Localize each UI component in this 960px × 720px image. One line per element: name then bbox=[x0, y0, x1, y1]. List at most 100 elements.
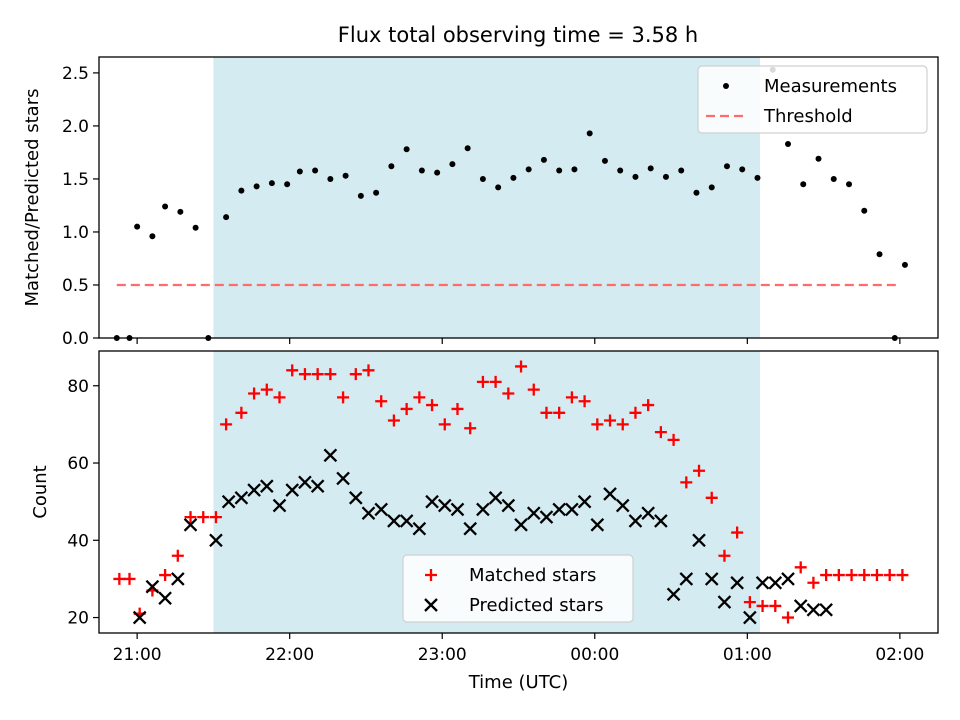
measurement-point bbox=[449, 161, 456, 168]
measurement-point bbox=[388, 163, 395, 170]
measurement-point bbox=[327, 175, 334, 182]
matched-star-point bbox=[858, 569, 871, 582]
measurement-point bbox=[830, 175, 837, 182]
x-tick-label: 22:00 bbox=[265, 645, 314, 665]
predicted-star-point bbox=[145, 579, 160, 594]
measurement-point bbox=[617, 167, 624, 174]
measurement-point bbox=[434, 169, 441, 176]
measurement-point bbox=[253, 183, 260, 190]
measurement-point bbox=[800, 181, 807, 188]
measurement-point bbox=[901, 261, 908, 268]
measurement-point bbox=[479, 175, 486, 182]
measurement-point bbox=[403, 146, 410, 153]
matched-star-point bbox=[820, 569, 833, 582]
matched-star-point bbox=[540, 406, 553, 419]
predicted-star-point bbox=[272, 498, 287, 513]
measurement-point bbox=[632, 173, 639, 180]
matched-star-point bbox=[375, 395, 388, 408]
predicted-star-point bbox=[348, 490, 363, 505]
x-tick-label: 01:00 bbox=[723, 645, 772, 665]
bottom-panel: 20 40 60 80 21:00 22:00 23:00 00:00 01:00 02:00 Co… bbox=[30, 350, 939, 693]
matched-star-point bbox=[769, 599, 782, 612]
matched-star-point bbox=[387, 414, 400, 427]
predicted-star-point bbox=[692, 533, 706, 548]
predicted-star-point bbox=[209, 533, 223, 548]
measurement-point bbox=[708, 184, 715, 191]
predicted-star-point bbox=[768, 575, 783, 590]
measurement-point bbox=[149, 233, 156, 240]
y-tick-label: 40 bbox=[67, 531, 89, 551]
x-tick-label: 21:00 bbox=[113, 645, 162, 665]
predicted-star-point bbox=[793, 599, 808, 613]
measurement-point bbox=[556, 167, 563, 174]
axes-frame bbox=[98, 56, 939, 339]
matched-star-point bbox=[197, 511, 210, 524]
matched-star-point bbox=[260, 383, 273, 396]
matched-star-point bbox=[413, 391, 426, 404]
measurement-point bbox=[678, 167, 685, 174]
x-tick-label: 00:00 bbox=[570, 645, 619, 665]
matched-star-point bbox=[794, 561, 807, 574]
x-axis-label: Time (UTC) bbox=[468, 672, 569, 693]
matched-star-point bbox=[400, 402, 413, 415]
y-axis-label: Count bbox=[30, 465, 51, 518]
predicted-star-point bbox=[730, 575, 744, 590]
matched-star-point bbox=[113, 572, 126, 585]
predicted-star-point bbox=[387, 514, 401, 528]
predicted-star-point bbox=[781, 572, 795, 586]
predicted-star-point bbox=[717, 595, 732, 609]
matched-star-point bbox=[171, 549, 184, 562]
predicted-star-point bbox=[336, 471, 350, 486]
matched-star-point bbox=[705, 491, 718, 504]
measurement-point bbox=[739, 166, 746, 173]
observing-window-shade bbox=[213, 57, 761, 338]
measurement-point bbox=[357, 192, 364, 199]
matched-star-point bbox=[604, 414, 617, 427]
matched-star-point bbox=[286, 364, 299, 377]
matched-star-point bbox=[718, 549, 731, 562]
predicted-star-point bbox=[425, 494, 439, 509]
matched-star-point bbox=[209, 511, 222, 524]
predicted-star-point bbox=[450, 502, 465, 517]
y-tick-label: 2.0 bbox=[62, 117, 89, 137]
matched-star-point bbox=[362, 364, 375, 377]
matched-star-point bbox=[680, 476, 693, 489]
matched-star-point bbox=[311, 368, 324, 381]
matched-star-point bbox=[629, 406, 642, 419]
matched-star-point bbox=[578, 395, 591, 408]
predicted-star-point bbox=[158, 591, 172, 606]
matched-star-point bbox=[870, 569, 883, 582]
predicted-star-point bbox=[412, 521, 427, 536]
measurement-point bbox=[647, 165, 654, 172]
matched-star-point bbox=[527, 383, 540, 396]
y-tick-label: 2.5 bbox=[62, 64, 89, 84]
matched-star-point bbox=[896, 569, 909, 582]
legend-box bbox=[402, 554, 634, 623]
measurement-point bbox=[846, 181, 853, 188]
predicted-star-point bbox=[437, 498, 452, 513]
top-panel: 0.0 0.5 1.0 1.5 2.0 2.5 Matched/Predicted star… bbox=[22, 56, 939, 349]
legend-marker-measurements bbox=[723, 83, 729, 89]
matched-star-point bbox=[743, 596, 756, 609]
y-tick-label: 1.5 bbox=[62, 170, 89, 190]
predicted-star-point bbox=[514, 518, 528, 532]
predicted-star-point bbox=[310, 479, 325, 494]
predicted-star-point bbox=[183, 518, 198, 532]
matched-star-point bbox=[756, 599, 769, 612]
predicted-star-point bbox=[501, 498, 516, 513]
predicted-star-point bbox=[361, 506, 376, 521]
matched-star-point bbox=[667, 433, 680, 446]
predicted-star-point bbox=[132, 610, 147, 625]
matched-star-point bbox=[781, 611, 794, 624]
legend-label: Measurements bbox=[764, 76, 897, 97]
predicted-star-point bbox=[374, 502, 389, 517]
matched-star-point bbox=[502, 387, 515, 400]
matched-star-point bbox=[489, 375, 502, 388]
matched-star-point bbox=[184, 511, 197, 524]
predicted-star-point bbox=[476, 502, 490, 517]
predicted-star-point bbox=[577, 494, 592, 509]
predicted-star-point bbox=[247, 483, 261, 497]
measurement-point bbox=[312, 167, 319, 174]
matched-star-point bbox=[515, 360, 528, 373]
